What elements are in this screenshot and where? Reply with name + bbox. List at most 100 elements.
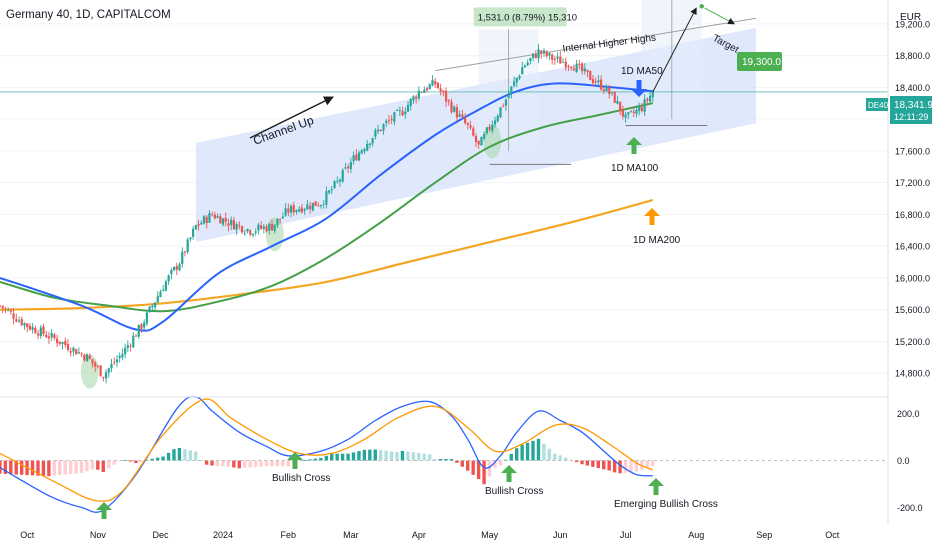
candle-body-226 [613, 91, 616, 103]
candle-236 [640, 102, 644, 113]
candle-body-107 [289, 205, 293, 213]
price-tick-9: 18,400.0 [895, 83, 930, 93]
candle-body-155 [420, 91, 423, 93]
macd-bar-86 [232, 460, 236, 468]
candle-body-62 [167, 275, 170, 282]
macd-bar-2 [3, 460, 8, 474]
candle-body-170 [461, 114, 464, 117]
candle-43 [115, 355, 119, 368]
candle-167 [453, 105, 456, 113]
candle-169 [458, 110, 461, 118]
candle-87 [235, 222, 238, 235]
candlesticks [0, 43, 654, 384]
candle-body-27 [72, 347, 75, 352]
candle-72 [194, 224, 197, 231]
candle-30 [80, 352, 83, 357]
candle-143 [387, 115, 391, 125]
candle-body-11 [28, 325, 32, 330]
annotation-arrows [626, 80, 660, 225]
candle-156 [423, 86, 426, 93]
last-price-tag [890, 96, 932, 124]
candle-191 [518, 74, 521, 81]
candle-body-177 [480, 137, 483, 146]
candle-body-2 [4, 308, 7, 310]
candle-94 [254, 228, 257, 236]
candle-235 [638, 102, 641, 116]
candle-225 [610, 91, 614, 96]
candle-170 [461, 109, 464, 120]
macd-bar-208 [563, 457, 568, 461]
candle-116 [314, 201, 317, 207]
candle-body-93 [251, 233, 255, 236]
candle-68 [183, 250, 187, 257]
candle-6 [15, 313, 18, 323]
candle-180 [488, 123, 491, 132]
last-price-value: 18,341.9 [894, 100, 932, 111]
candle-203 [551, 53, 554, 65]
candle-body-118 [319, 205, 323, 207]
candle-36 [96, 364, 100, 369]
candle-body-154 [417, 90, 420, 99]
candle-20 [53, 332, 56, 341]
candle-166 [450, 98, 453, 114]
macd-bar-178 [482, 460, 486, 485]
time-tick-11: Sep [756, 530, 772, 540]
candle-body-217 [589, 71, 592, 81]
candle-body-104 [281, 216, 284, 219]
candle-body-234 [635, 109, 638, 114]
candle-86 [232, 216, 236, 230]
candle-115 [311, 202, 314, 212]
candle-body-188 [510, 86, 513, 94]
candle-body-231 [627, 112, 630, 115]
candle-body-209 [567, 65, 570, 67]
candle-108 [292, 201, 295, 216]
candle-119 [322, 200, 325, 209]
macd-arrow-jun [648, 478, 664, 495]
candle-body-122 [330, 189, 333, 190]
candle-body-193 [523, 65, 527, 68]
candle-142 [385, 118, 388, 127]
channel-up-arrow [249, 96, 334, 139]
candle-219 [594, 77, 597, 85]
candle-body-110 [298, 209, 301, 212]
candle-49 [132, 332, 135, 349]
price-tick-11: 19,200.0 [895, 19, 930, 29]
macd-bar-110 [297, 460, 301, 462]
candle-112 [303, 207, 306, 215]
candle-215 [583, 63, 586, 75]
candle-27 [72, 346, 75, 357]
ma100-line [0, 102, 654, 313]
macd-bar-170 [460, 460, 464, 467]
candle-174 [472, 125, 475, 137]
candle-179 [485, 126, 488, 135]
candle-126 [341, 168, 344, 184]
candle-body-178 [483, 133, 486, 139]
candle-34 [91, 359, 94, 368]
candle-body-63 [170, 269, 173, 275]
candle-39 [104, 369, 108, 384]
candle-body-182 [493, 120, 497, 125]
candle-body-7 [17, 320, 21, 322]
candle-body-101 [273, 224, 276, 232]
time-axis[interactable]: Oct Nov Dec 2024 Feb Mar Apr May Jun Jul Aug Sep Oct [20, 530, 840, 540]
candle-205 [556, 52, 559, 63]
candle-152 [412, 95, 415, 104]
macd-bar-0 [0, 460, 2, 474]
candle-body-165 [447, 100, 450, 102]
candle-133 [360, 148, 363, 155]
candle-body-28 [75, 349, 78, 355]
candle-body-1 [1, 305, 4, 309]
candle-body-5 [12, 313, 15, 319]
candle-body-186 [504, 99, 508, 106]
macd-bar-30 [79, 460, 84, 473]
candle-161 [436, 81, 440, 90]
candle-body-201 [545, 51, 548, 57]
candle-body-171 [464, 117, 467, 124]
candle-47 [126, 340, 129, 352]
macd-bar-18 [47, 460, 51, 477]
candle-body-222 [602, 89, 605, 91]
candle-body-81 [219, 216, 222, 224]
candle-body-57 [153, 302, 157, 308]
candle-body-156 [423, 89, 426, 93]
